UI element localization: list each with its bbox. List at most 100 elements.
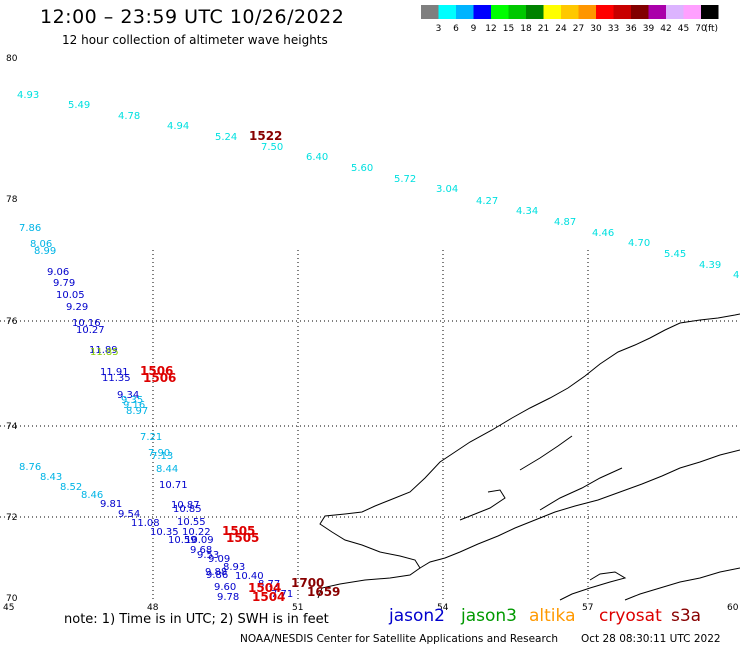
wave-height-value: 7.21 [140,432,162,443]
legend-swatch [491,5,509,19]
legend-label: 70 [695,24,707,34]
wave-height-value: 9.09 [208,554,230,565]
wave-height-value: 9.54 [118,509,140,520]
wave-height-value: 8.99 [34,246,56,257]
legend-swatch [596,5,614,19]
wave-height-value: 4.34 [516,206,538,217]
wave-height-value: 9.53 [197,550,219,561]
wave-height-value: 4.39 [699,260,721,271]
x-label-60: 60 [727,603,739,613]
legend-swatch [473,5,491,19]
sat-jason2: jason2 [389,606,445,626]
y-label-76: 76 [6,317,18,327]
wave-height-value: 10.09 [185,535,214,546]
legend-label: 6 [453,24,459,34]
wave-height-value: 10.27 [76,325,105,336]
legend-label: 27 [573,24,584,34]
pass-time-label: 1506 [140,364,173,378]
wave-height-value: 8.77 [258,579,280,590]
wave-height-value: 9.88 [205,567,227,578]
note-text: note: 1) Time is in UTC; 2) SWH is in fe… [64,612,329,627]
wave-height-value: 5.24 [215,132,237,143]
wave-height-value: 5.60 [351,163,373,174]
x-label-48: 48 [147,603,159,613]
legend-swatch [666,5,684,19]
wave-height-value: 10.59 [168,535,197,546]
legend-swatch [701,5,719,19]
x-label-54: 54 [437,603,449,613]
wave-height-value: 11.85 [90,347,119,358]
legend-label: 39 [643,24,655,34]
legend-label: 18 [520,24,532,34]
wave-height-value: 9.16 [123,400,145,411]
wave-height-value: 9.81 [100,499,122,510]
legend-label: 24 [555,24,567,34]
wave-height-value: 5.45 [664,249,686,260]
pass-time-label: 1505 [222,524,255,538]
wave-height-value: 10.85 [173,504,202,515]
wave-height-value: 9.34 [117,390,139,401]
wave-height-value: 7.90 [148,448,170,459]
wave-height-value: 4.78 [118,111,140,122]
pass-time-label: 1504 [252,590,285,604]
wave-height-value: 4.27 [476,196,498,207]
wave-height-value: 6.40 [306,152,328,163]
legend-label: 36 [625,24,637,34]
wave-height-value: 4.87 [554,217,576,228]
legend-swatch [456,5,474,19]
wave-height-value: 7.71 [271,589,293,600]
legend-label: 3 [436,24,442,34]
pass-time-label: 1522 [249,129,282,143]
wave-height-value: 10.71 [159,480,188,491]
legend-unit: (ft) [705,24,719,34]
wave-height-value: 10.22 [182,527,211,538]
wave-height-value: 10.55 [177,517,206,528]
axis-labels: 80 78 76 74 72 70 45 48 51 54 57 60 [3,54,739,613]
x-label-45: 45 [3,603,14,613]
sat-jason3: jason3 [461,606,517,626]
wave-height-value: 11.35 [102,373,131,384]
sat-altika: altika [529,606,576,626]
legend-label: 12 [485,24,496,34]
wave-height-value: 7.13 [151,451,173,462]
pass-time-label: 1505 [226,531,259,545]
sat-s3a: s3a [671,606,702,626]
legend-label: 45 [678,24,689,34]
wave-height-value: 10.16 [72,318,101,329]
wave-height-value: 9.79 [53,278,75,289]
map-title: 12:00 – 23:59 UTC 10/26/2022 [40,6,345,28]
legend-swatch [543,5,561,19]
y-label-80: 80 [6,54,18,64]
legend-swatch [648,5,666,19]
map-grid [0,250,740,600]
timestamp: Oct 28 08:30:11 UTC 2022 [581,633,721,645]
wave-height-value: 9.68 [190,545,212,556]
y-label-78: 78 [6,195,18,205]
wave-height-value: 3.04 [436,184,458,195]
wave-height-value: 9.78 [217,592,239,603]
pass-time-label: 1506 [143,371,176,385]
legend-label: 30 [590,24,602,34]
legend-label: 42 [660,24,671,34]
wave-height-value: 11.08 [131,518,160,529]
wave-height-value: 4.70 [628,238,650,249]
credit-text: NOAA/NESDIS Center for Satellite Applica… [240,633,558,645]
wave-height-value: 11.89 [89,345,118,356]
pass-time-label: 1700 [291,576,324,590]
sat-cryosat: cryosat [599,606,662,626]
legend-label: 9 [471,24,477,34]
map-subtitle: 12 hour collection of altimeter wave hei… [62,33,328,47]
wave-height-value: 8.93 [223,562,245,573]
wave-height-value: 7.50 [261,142,283,153]
legend-swatch [526,5,544,19]
wave-height-value: 5.72 [394,174,416,185]
wave-height-value: 8.43 [40,472,62,483]
legend-label: 33 [608,24,619,34]
wave-height-value: 9.86 [206,570,228,581]
wave-height-value: 4.46 [592,228,614,239]
wave-height-value: 8.46 [81,490,103,501]
wave-height-value: 9.29 [66,302,88,313]
pass-time-label: 1659 [307,585,340,599]
wave-height-value: 10.40 [235,571,264,582]
